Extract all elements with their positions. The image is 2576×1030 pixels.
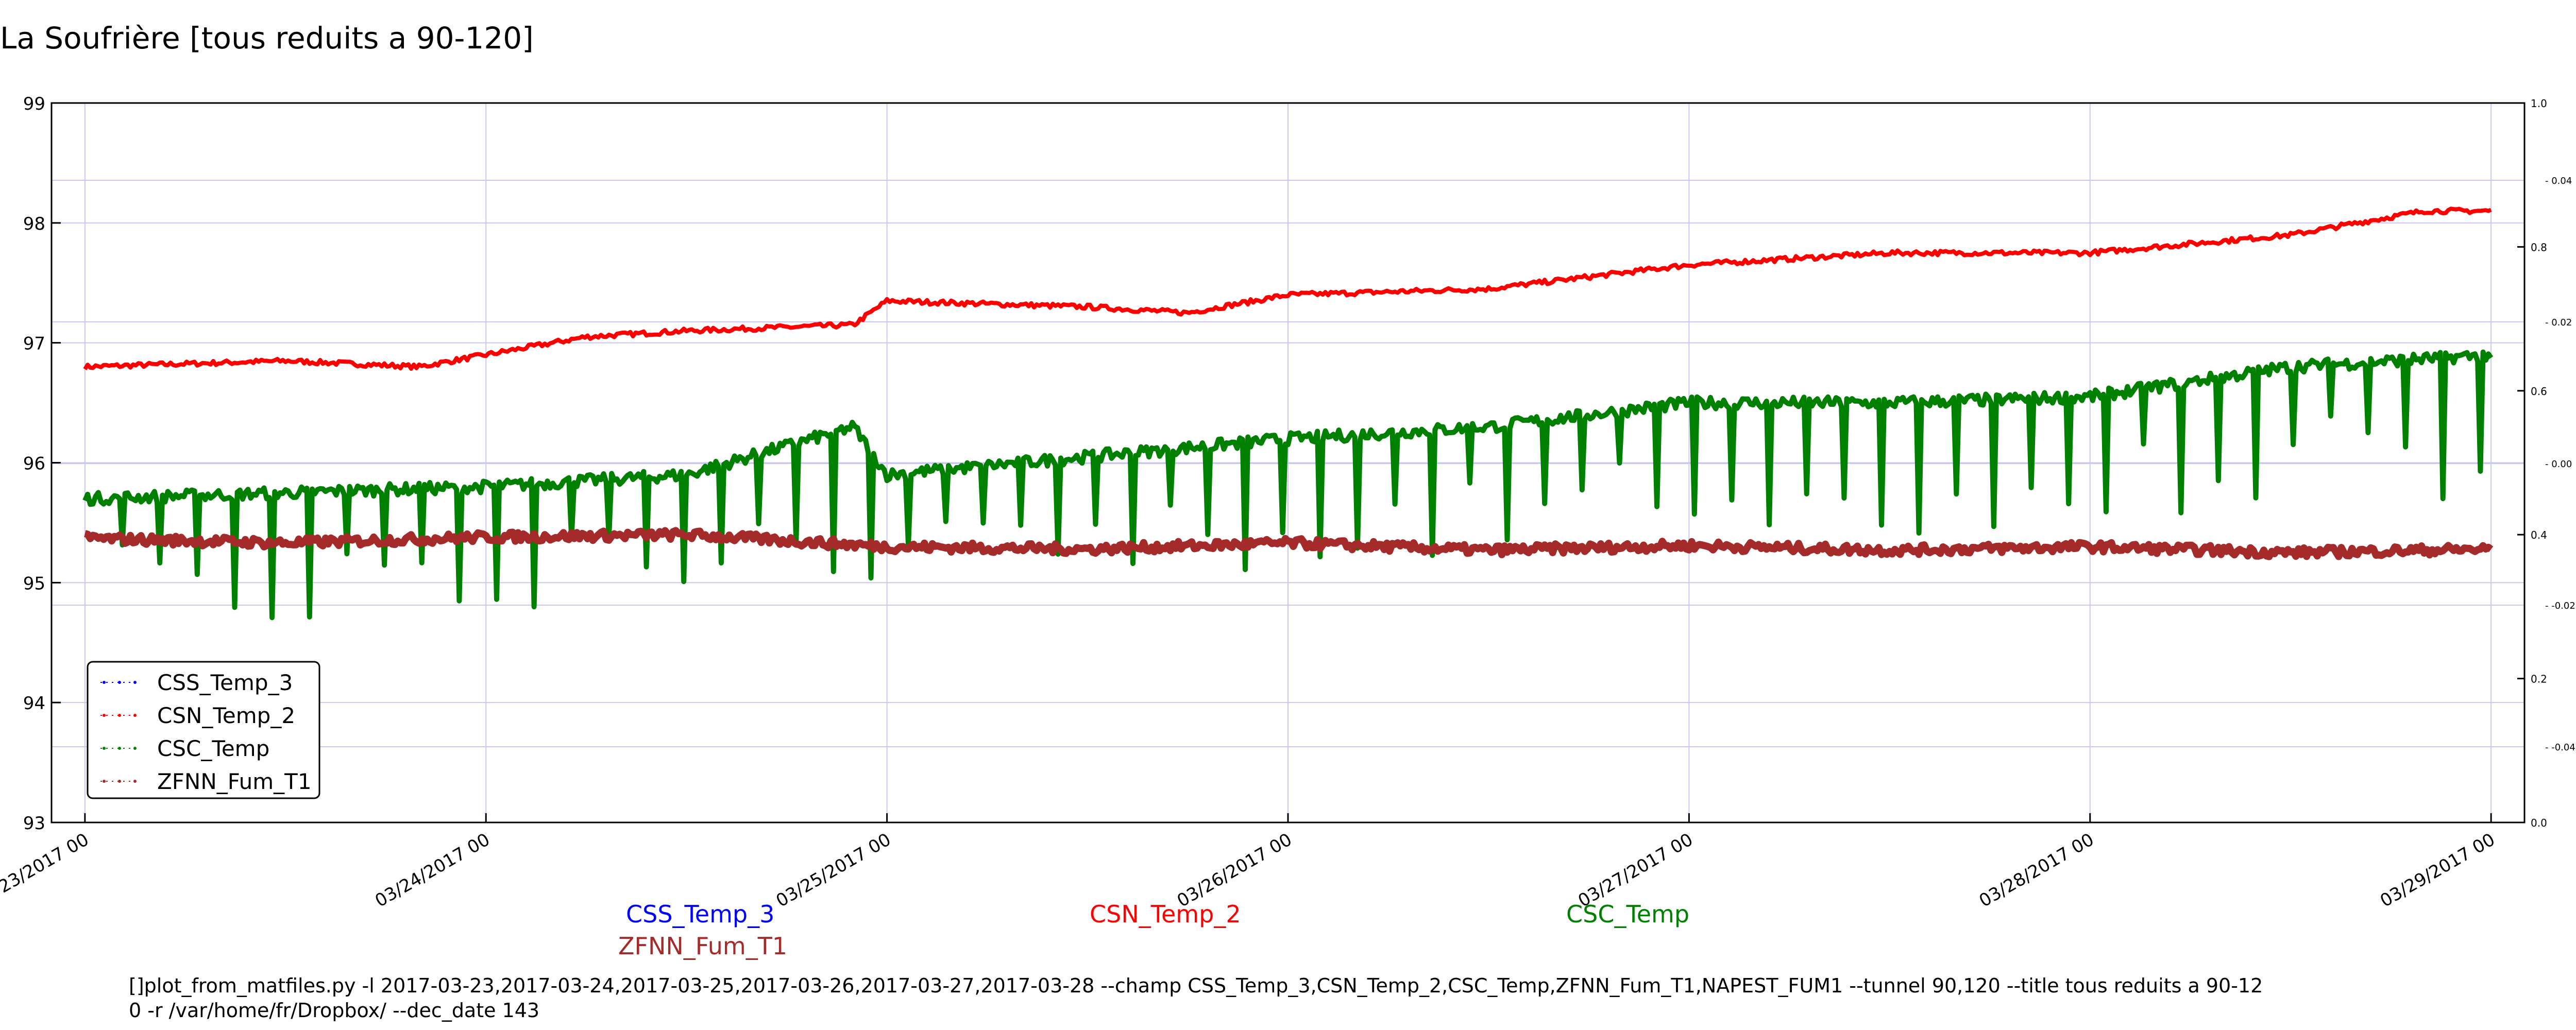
legend-marker-3-0 bbox=[103, 780, 106, 783]
legend-marker-3-2 bbox=[133, 780, 137, 783]
right-tick-label-5: 1.0 bbox=[2531, 97, 2547, 110]
x-tick-label-1: 03/24/2017 00 bbox=[371, 829, 494, 912]
legend-marker-2-0 bbox=[103, 747, 106, 750]
right-inner-tick-label-3: - -0.02 bbox=[2545, 600, 2575, 611]
series-line-zfnn-fum-t1 bbox=[84, 527, 2494, 560]
legend-marker-2-1 bbox=[118, 747, 121, 750]
x-tick-label-0: 03/23/2017 00 bbox=[0, 829, 92, 912]
right-inner-tick-label-2: - 0.00 bbox=[2545, 459, 2572, 470]
command-line-2: 0 -r /var/home/fr/Dropbox/ --dec_date 14… bbox=[129, 999, 540, 1022]
right-inner-tick-label-4: - -0.04 bbox=[2545, 742, 2575, 753]
y-tick-label-6: 99 bbox=[23, 94, 45, 114]
right-tick-label-3: 0.6 bbox=[2531, 385, 2547, 398]
series-label-css-temp-3: CSS_Temp_3 bbox=[626, 900, 775, 928]
series-label-zfnn-fum-t1: ZFNN_Fum_T1 bbox=[618, 932, 788, 960]
legend-marker-1-2 bbox=[133, 714, 137, 717]
right-inner-tick-label-0: - 0.04 bbox=[2545, 176, 2572, 186]
legend-label-1: CSN_Temp_2 bbox=[157, 703, 295, 728]
series-line-csc-temp bbox=[82, 349, 2494, 621]
legend-marker-1-0 bbox=[103, 714, 106, 717]
right-tick-label-2: 0.4 bbox=[2531, 529, 2547, 541]
right-inner-tick-label-1: - 0.02 bbox=[2545, 317, 2572, 328]
right-tick-label-4: 0.8 bbox=[2531, 241, 2547, 253]
legend-marker-1-1 bbox=[118, 714, 121, 717]
legend-marker-0-0 bbox=[103, 681, 106, 684]
legend-marker-0-2 bbox=[133, 681, 137, 684]
legend-marker-2-2 bbox=[133, 747, 137, 750]
x-tick-label-4: 03/27/2017 00 bbox=[1574, 829, 1697, 912]
command-line-1: []plot_from_matfiles.py -l 2017-03-23,20… bbox=[129, 974, 2263, 997]
y-tick-label-3: 96 bbox=[23, 454, 45, 474]
y-tick-label-5: 98 bbox=[23, 214, 45, 234]
legend-marker-3-1 bbox=[118, 780, 121, 783]
y-tick-label-0: 93 bbox=[23, 813, 45, 834]
legend-label-0: CSS_Temp_3 bbox=[157, 670, 293, 695]
x-tick-label-5: 03/28/2017 00 bbox=[1976, 829, 2098, 912]
x-tick-label-6: 03/29/2017 00 bbox=[2377, 829, 2499, 912]
page-title: La Soufrière [tous reduits a 90-120] bbox=[0, 21, 534, 56]
legend-label-2: CSC_Temp bbox=[157, 736, 269, 761]
right-tick-label-0: 0.0 bbox=[2531, 817, 2547, 829]
command-line: []plot_from_matfiles.py -l 2017-03-23,20… bbox=[129, 973, 2263, 1023]
legend-marker-0-1 bbox=[118, 681, 121, 684]
x-tick-label-2: 03/25/2017 00 bbox=[773, 829, 895, 912]
legend-label-3: ZFNN_Fum_T1 bbox=[157, 769, 312, 794]
series-label-csn-temp-2: CSN_Temp_2 bbox=[1090, 900, 1241, 928]
legend-box bbox=[87, 661, 320, 799]
y-tick-label-2: 95 bbox=[23, 573, 45, 594]
series-label-csc-temp: CSC_Temp bbox=[1566, 900, 1690, 928]
y-tick-label-1: 94 bbox=[23, 693, 45, 714]
x-tick-label-3: 03/26/2017 00 bbox=[1174, 829, 1296, 912]
y-tick-label-4: 97 bbox=[23, 334, 45, 354]
right-tick-label-1: 0.2 bbox=[2531, 673, 2547, 685]
series-line-csn-temp-2 bbox=[83, 207, 2492, 371]
